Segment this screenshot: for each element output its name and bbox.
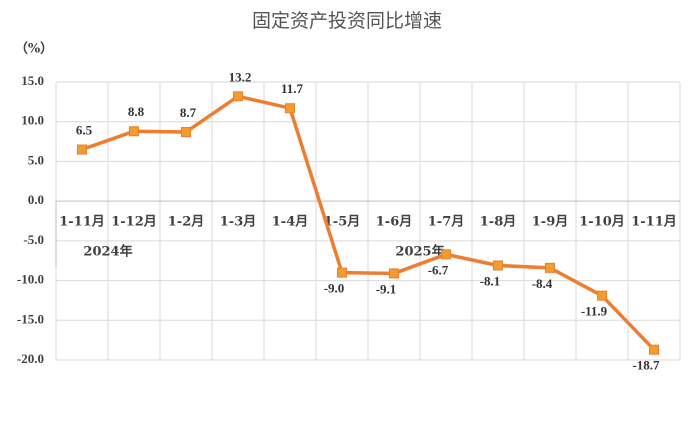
chart-title: 固定资产投资同比增速 — [252, 10, 442, 32]
data-point — [181, 127, 191, 138]
y-tick-label: 5.0 — [28, 152, 44, 167]
data-point — [545, 262, 555, 273]
data-point — [649, 344, 659, 355]
x-tick-label: 1-6月 — [376, 215, 413, 230]
y-tick-label: -15.0 — [17, 311, 44, 326]
data-label: -11.9 — [581, 304, 608, 319]
y-tick-label: 10.0 — [21, 113, 44, 128]
series-line — [81, 94, 656, 351]
data-point — [77, 144, 87, 155]
x-tick-label: 1-5月 — [324, 215, 361, 230]
x-tick-label: 1-12月 — [111, 215, 157, 230]
data-point — [597, 290, 607, 301]
data-label: 6.5 — [76, 122, 93, 137]
year-label: 2025年 — [395, 244, 444, 260]
data-label: 8.7 — [180, 105, 197, 120]
data-label: -6.7 — [428, 262, 449, 277]
data-label: -18.7 — [632, 358, 660, 373]
x-tick-label: 1-4月 — [272, 215, 309, 230]
y-axis-label: （%） — [15, 41, 53, 57]
data-label: -9.1 — [376, 281, 397, 296]
y-tick-label: -5.0 — [23, 232, 44, 247]
x-tick-label: 1-11月 — [59, 215, 105, 230]
x-tick-label: 1-3月 — [220, 215, 257, 230]
x-tick-label: 1-11月 — [631, 215, 677, 230]
data-label: -8.1 — [480, 273, 501, 288]
data-point — [129, 126, 139, 137]
data-label: 13.2 — [229, 69, 252, 84]
x-tick-label: 1-9月 — [532, 215, 569, 230]
x-tick-label: 1-8月 — [480, 215, 517, 230]
data-point — [493, 260, 503, 271]
year-label: 2024年 — [83, 244, 132, 260]
y-tick-label: 15.0 — [21, 73, 44, 88]
x-tick-label: 1-7月 — [428, 215, 465, 230]
data-point — [389, 268, 399, 279]
data-label: 11.7 — [281, 81, 304, 96]
data-label: 8.8 — [128, 104, 145, 119]
data-point — [285, 103, 295, 114]
x-tick-label: 1-10月 — [579, 215, 625, 230]
x-tick-label: 1-2月 — [168, 215, 205, 230]
data-label: -8.4 — [532, 276, 553, 291]
data-point — [337, 267, 347, 278]
data-label: -9.0 — [324, 281, 345, 296]
data-point — [233, 91, 243, 102]
y-tick-label: -20.0 — [17, 351, 44, 366]
y-tick-label: -10.0 — [17, 272, 44, 287]
data-point — [441, 249, 451, 260]
y-tick-label: 0.0 — [28, 192, 44, 207]
